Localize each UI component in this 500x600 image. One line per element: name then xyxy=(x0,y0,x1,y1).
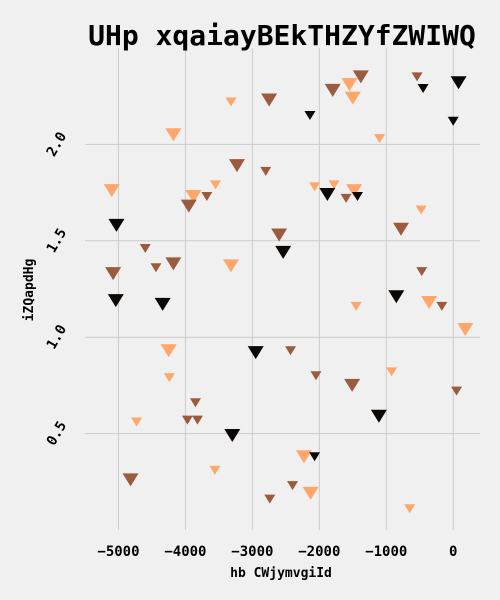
scatter-point xyxy=(108,294,124,307)
scatter-point xyxy=(416,267,427,276)
scatter-point xyxy=(261,94,277,107)
scatter-point xyxy=(104,184,120,197)
scatter-point xyxy=(388,290,404,303)
scatter-point xyxy=(140,244,151,253)
scatter-point xyxy=(161,344,177,357)
scatter-point xyxy=(164,373,175,382)
scatter-point xyxy=(303,487,319,500)
scatter-point xyxy=(309,182,320,191)
x-tick-labels: −5000 −4000 −3000 −2000 −1000 0 xyxy=(97,544,457,560)
data-points xyxy=(104,70,473,513)
scatter-point xyxy=(412,72,423,81)
scatter-point xyxy=(210,180,221,189)
x-tick-label: −4000 xyxy=(164,544,206,560)
scatter-point xyxy=(310,371,321,380)
scatter-point xyxy=(165,257,181,270)
scatter-point xyxy=(123,473,139,486)
scatter-point xyxy=(108,219,124,232)
scatter-point xyxy=(352,192,363,201)
scatter-point xyxy=(457,323,473,336)
scatter-point xyxy=(182,416,193,425)
scatter-point xyxy=(341,194,352,203)
scatter-point xyxy=(319,188,335,201)
scatter-point xyxy=(296,450,312,463)
x-axis-label: hb CWjymvgiId xyxy=(230,566,332,581)
scatter-point xyxy=(418,84,429,93)
scatter-point xyxy=(271,229,287,242)
scatter-point xyxy=(451,387,462,396)
scatter-point xyxy=(344,379,360,392)
chart-title: UHp xqaiayBEkTHZYfZWIWQ xyxy=(88,19,476,52)
scatter-point xyxy=(150,263,161,272)
scatter-point xyxy=(190,398,201,407)
y-tick-label: 0.5 xyxy=(44,419,71,449)
scatter-point xyxy=(416,205,427,214)
scatter-point xyxy=(224,429,240,442)
scatter-point xyxy=(371,410,387,423)
x-tick-label: −1000 xyxy=(365,544,407,560)
scatter-point xyxy=(192,416,203,425)
scatter-point xyxy=(275,246,291,259)
y-tick-labels: 0.5 1.0 1.5 2.0 xyxy=(44,129,71,448)
y-tick-label: 2.0 xyxy=(44,129,71,159)
scatter-point xyxy=(341,78,357,91)
scatter-point xyxy=(264,495,275,504)
scatter-point xyxy=(351,302,362,311)
scatter-point xyxy=(260,167,271,176)
scatter-point xyxy=(155,298,171,311)
grid-layer xyxy=(85,48,480,530)
scatter-point xyxy=(421,296,437,309)
scatter-point xyxy=(285,346,296,355)
scatter-point xyxy=(325,84,341,97)
scatter-point xyxy=(448,117,459,126)
scatter-point xyxy=(225,97,236,106)
scatter-point xyxy=(304,111,315,120)
scatter-point xyxy=(404,504,415,513)
scatter-point xyxy=(229,159,245,172)
x-tick-label: −3000 xyxy=(231,544,273,560)
scatter-point xyxy=(393,223,409,236)
scatter-point xyxy=(223,259,239,272)
x-tick-label: −2000 xyxy=(298,544,340,560)
scatter-point xyxy=(201,192,212,201)
x-tick-label: 0 xyxy=(449,544,457,560)
y-axis-label: iZQapdHg xyxy=(22,259,37,322)
scatter-point xyxy=(131,418,142,427)
scatter-point xyxy=(386,367,397,376)
scatter-point xyxy=(209,466,220,475)
scatter-point xyxy=(345,92,361,105)
scatter-point xyxy=(165,128,181,141)
y-tick-label: 1.5 xyxy=(44,226,71,256)
y-tick-label: 1.0 xyxy=(44,322,71,352)
x-tick-label: −5000 xyxy=(97,544,139,560)
scatter-point xyxy=(436,302,447,311)
scatter-point xyxy=(248,346,264,359)
scatter-point xyxy=(309,452,320,461)
scatter-point xyxy=(374,134,385,143)
scatter-point xyxy=(287,481,298,490)
scatter-point xyxy=(181,200,197,213)
